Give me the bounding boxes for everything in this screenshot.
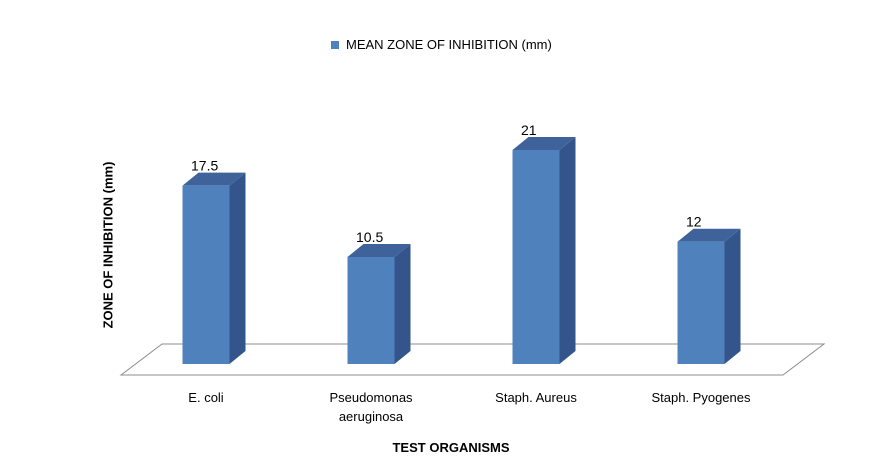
bar-1: [182, 172, 246, 364]
bar-front: [182, 185, 230, 364]
bar-side: [559, 137, 576, 364]
bar-side: [229, 172, 246, 364]
category-label: Staph. Pyogenes: [651, 390, 751, 405]
x-axis-title: TEST ORGANISMS: [392, 440, 510, 455]
bar-front: [677, 241, 725, 364]
bar-2: [347, 244, 411, 364]
bar-side: [394, 244, 411, 364]
y-axis-title: ZONE OF INHIBITION (mm): [100, 161, 116, 329]
legend-swatch: [331, 40, 339, 49]
legend: MEAN ZONE OF INHIBITION (mm): [331, 37, 552, 52]
category-label: Pseudomonas aeruginosa: [329, 390, 413, 424]
bar-top: [512, 137, 576, 150]
bar-top: [182, 172, 246, 186]
bar-front: [512, 150, 560, 364]
legend-label: MEAN ZONE OF INHIBITION (mm): [346, 37, 552, 52]
data-label: 21: [521, 122, 537, 138]
data-label: 17.5: [191, 158, 218, 174]
bar-top: [347, 244, 411, 257]
category-label: Staph. Aureus: [495, 390, 577, 405]
data-label: 10.5: [356, 229, 383, 245]
category-label: E. coli: [188, 390, 224, 405]
bar-front: [347, 257, 395, 364]
bar-top: [677, 228, 741, 242]
bar-3: [512, 137, 576, 364]
data-label: 12: [686, 214, 702, 230]
chart-floor: [119, 343, 826, 376]
bar-4: [677, 228, 741, 364]
bar-side: [724, 228, 741, 364]
